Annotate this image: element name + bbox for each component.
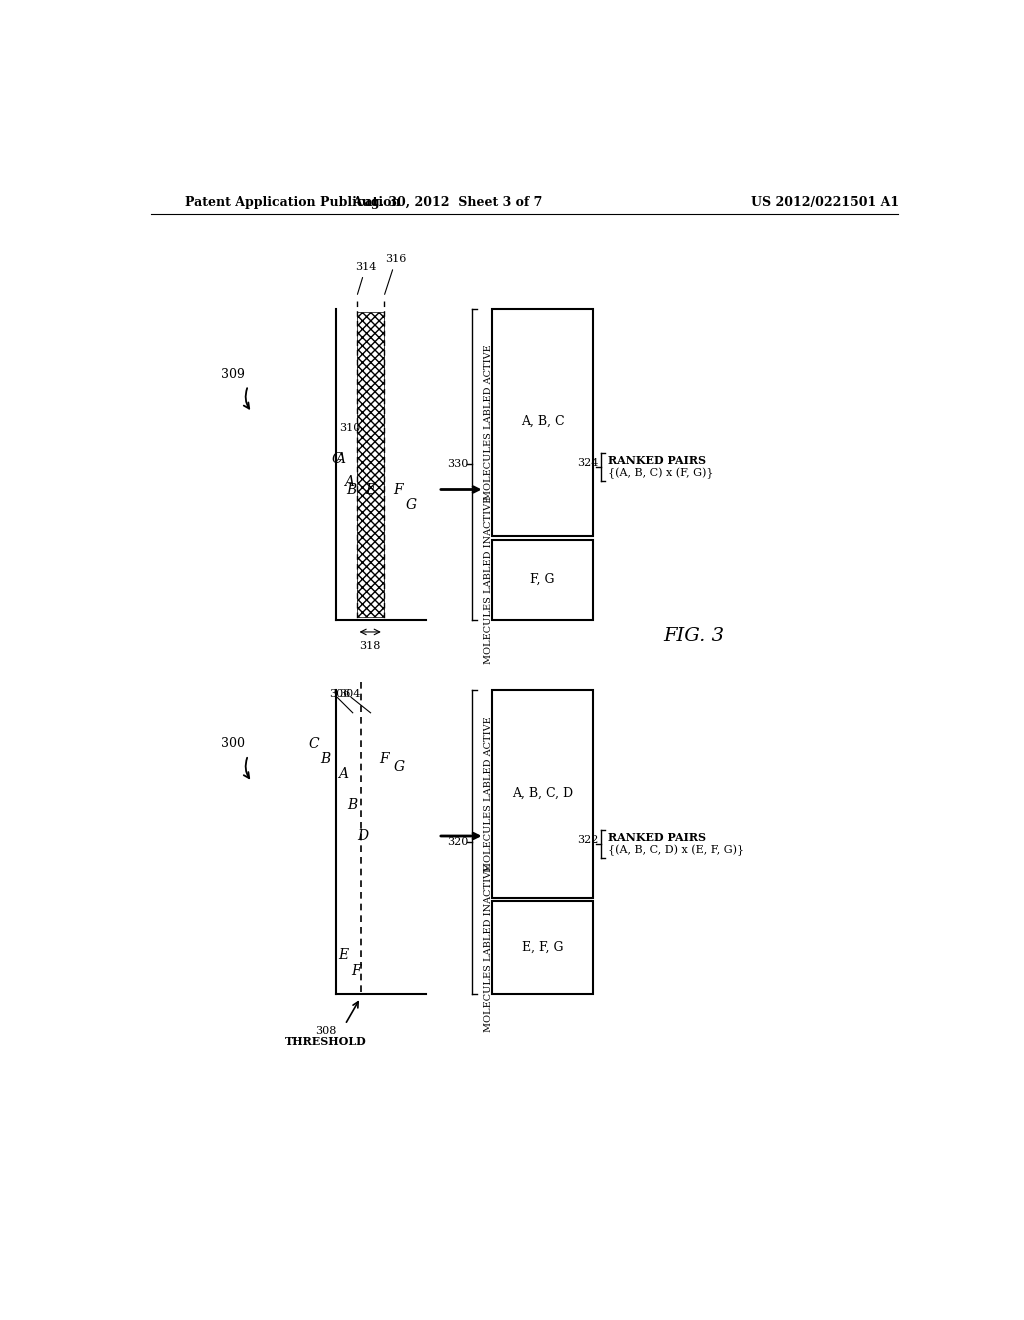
Text: 309: 309: [221, 367, 245, 380]
Text: US 2012/0221501 A1: US 2012/0221501 A1: [752, 195, 899, 209]
Text: MOLECULES LABLED ACTIVE: MOLECULES LABLED ACTIVE: [484, 345, 493, 499]
Text: B: B: [347, 799, 357, 812]
Text: MOLECULES LABLED INACTIVE: MOLECULES LABLED INACTIVE: [484, 863, 493, 1032]
Text: 304: 304: [340, 689, 360, 698]
Text: A: A: [335, 451, 344, 466]
Text: MOLECULES LABLED ACTIVE: MOLECULES LABLED ACTIVE: [484, 715, 493, 871]
Bar: [493, 309, 593, 536]
Text: E: E: [365, 483, 375, 496]
Text: 316: 316: [385, 255, 407, 294]
Text: A: A: [339, 767, 348, 781]
Bar: [493, 689, 593, 898]
Text: A, B, C, D: A, B, C, D: [512, 787, 573, 800]
Text: G: G: [393, 760, 404, 774]
Text: 324: 324: [577, 458, 598, 467]
Text: {(A, B, C) x (F, G)}: {(A, B, C) x (F, G)}: [608, 467, 714, 479]
Text: D: D: [357, 829, 369, 843]
Bar: [493, 902, 593, 994]
Text: F: F: [393, 483, 402, 496]
Text: 320: 320: [447, 837, 469, 846]
Text: FIG. 3: FIG. 3: [664, 627, 724, 644]
Text: B: B: [346, 483, 356, 496]
Text: {(A, B, C, D) x (E, F, G)}: {(A, B, C, D) x (E, F, G)}: [608, 845, 744, 857]
Text: F: F: [351, 964, 360, 978]
Text: 322: 322: [577, 836, 598, 845]
Bar: [493, 540, 593, 620]
Text: Patent Application Publication: Patent Application Publication: [184, 195, 400, 209]
Text: 310: 310: [340, 422, 360, 433]
Text: C: C: [308, 737, 319, 751]
Text: F, G: F, G: [530, 573, 555, 586]
Text: B: B: [321, 752, 331, 766]
Text: 300: 300: [221, 737, 245, 750]
Text: THRESHOLD: THRESHOLD: [285, 1036, 367, 1047]
Text: 330: 330: [447, 459, 469, 470]
Text: 314: 314: [355, 263, 377, 294]
Text: C: C: [332, 451, 343, 466]
Text: 318: 318: [359, 640, 381, 651]
Text: RANKED PAIRS: RANKED PAIRS: [608, 454, 707, 466]
Text: Aug. 30, 2012  Sheet 3 of 7: Aug. 30, 2012 Sheet 3 of 7: [352, 195, 543, 209]
Text: 308: 308: [315, 1026, 336, 1036]
Text: A, B, C: A, B, C: [521, 416, 564, 428]
Text: G: G: [406, 498, 417, 512]
Text: E: E: [338, 948, 348, 962]
Text: F: F: [379, 752, 388, 766]
Text: MOLECULES LABLED INACTIVE: MOLECULES LABLED INACTIVE: [484, 495, 493, 664]
Text: E, F, G: E, F, G: [522, 941, 563, 954]
Text: A: A: [344, 475, 354, 488]
Text: 306: 306: [330, 689, 351, 698]
Bar: [356, 313, 384, 616]
Text: RANKED PAIRS: RANKED PAIRS: [608, 832, 707, 843]
